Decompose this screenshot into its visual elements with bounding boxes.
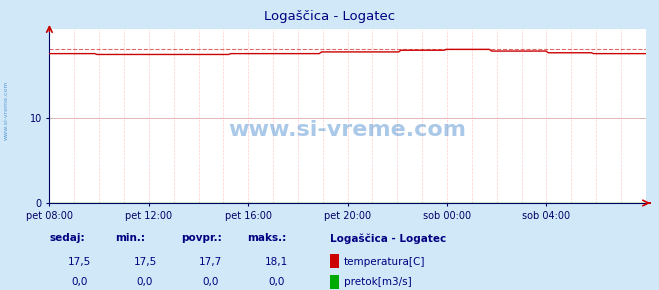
Text: 0,0: 0,0 bbox=[269, 277, 285, 287]
Text: 17,7: 17,7 bbox=[199, 257, 223, 267]
Text: min.:: min.: bbox=[115, 233, 146, 243]
Text: povpr.:: povpr.: bbox=[181, 233, 222, 243]
Text: 0,0: 0,0 bbox=[71, 277, 87, 287]
Text: 0,0: 0,0 bbox=[203, 277, 219, 287]
Text: www.si-vreme.com: www.si-vreme.com bbox=[229, 120, 467, 140]
Text: 0,0: 0,0 bbox=[137, 277, 153, 287]
Text: temperatura[C]: temperatura[C] bbox=[344, 257, 426, 267]
Text: pretok[m3/s]: pretok[m3/s] bbox=[344, 277, 412, 287]
Text: sedaj:: sedaj: bbox=[49, 233, 85, 243]
Text: 18,1: 18,1 bbox=[265, 257, 289, 267]
Text: maks.:: maks.: bbox=[247, 233, 287, 243]
Text: Logaščica - Logatec: Logaščica - Logatec bbox=[264, 10, 395, 23]
Text: Logaščica - Logatec: Logaščica - Logatec bbox=[330, 233, 445, 244]
Text: 17,5: 17,5 bbox=[67, 257, 91, 267]
Text: 17,5: 17,5 bbox=[133, 257, 157, 267]
Text: www.si-vreme.com: www.si-vreme.com bbox=[4, 80, 9, 140]
